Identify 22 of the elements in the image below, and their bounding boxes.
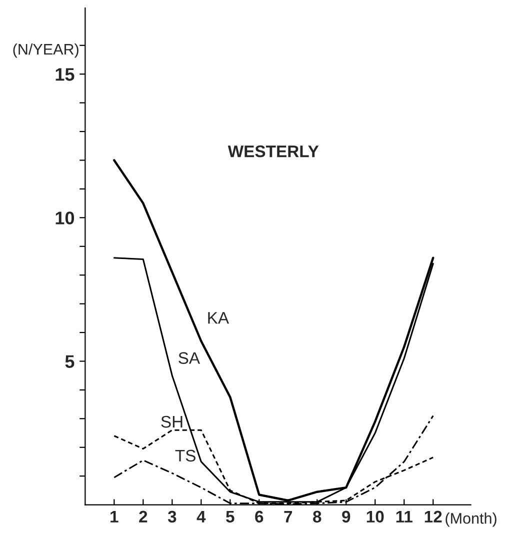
x-tick-label: 1 — [110, 510, 118, 522]
y-axis-title: (N/YEAR) — [13, 43, 78, 58]
y-tick-label: 15 — [56, 68, 74, 81]
annotation: TS — [175, 450, 196, 462]
annotation: WESTERLY — [228, 145, 319, 158]
x-tick-label: 8 — [313, 510, 322, 523]
x-tick-label: 6 — [255, 510, 264, 523]
x-tick-label: 10 — [366, 510, 384, 523]
x-tick-label: 4 — [196, 510, 206, 522]
x-tick-label: 3 — [168, 510, 176, 523]
annotation: KA — [208, 312, 230, 324]
x-tick-label: 9 — [342, 510, 350, 523]
x-tick-label: 12 — [424, 510, 442, 522]
x-axis-title: (Month) — [446, 512, 496, 527]
annotation: SH — [161, 416, 182, 428]
x-tick-label: 7 — [284, 510, 292, 522]
x-tick-label: 2 — [139, 510, 148, 522]
annotation: SA — [178, 352, 200, 364]
y-tick-label: 10 — [56, 212, 74, 224]
y-tick-label: 5 — [65, 355, 74, 368]
x-tick-label: 11 — [396, 510, 412, 522]
x-tick-label: 5 — [226, 510, 234, 523]
